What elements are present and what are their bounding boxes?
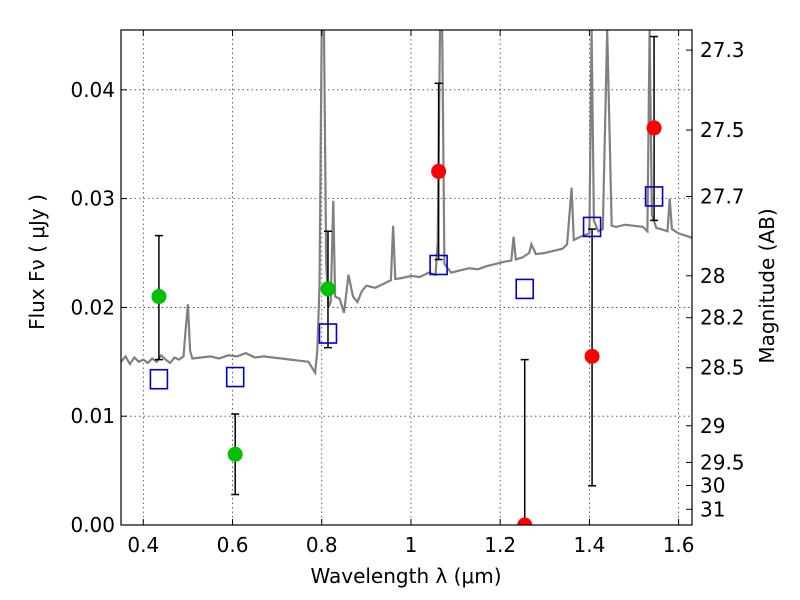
- x-tick-label-2: 0.8: [306, 533, 338, 557]
- obs-1.25: [517, 517, 533, 525]
- obs-1.06: [431, 163, 447, 179]
- y-tick-label-3: 0.03: [70, 187, 115, 211]
- model-0.81: [318, 323, 338, 344]
- y-tick-label-2: 0.02: [70, 295, 115, 319]
- mag-tick-label-8: 30: [700, 474, 725, 498]
- x-tick-label-1: 0.6: [217, 533, 249, 557]
- obs-1.40: [584, 348, 600, 364]
- x-tick-label-5: 1.4: [573, 533, 605, 557]
- y-tick-label-1: 0.01: [70, 404, 115, 428]
- observed-photometry-points: [151, 120, 662, 525]
- x-axis-label: Wavelength λ (μm): [310, 564, 501, 588]
- model-photometry-boxes: [149, 186, 664, 390]
- y-axis-label: Flux Fν ( μJy ): [25, 194, 49, 330]
- spectrum-line: [121, 30, 692, 377]
- obs-0.60: [227, 446, 243, 462]
- obs-0.43: [151, 289, 167, 305]
- model-1.25: [515, 278, 535, 300]
- mag-tick-label-0: 27.3: [700, 38, 745, 62]
- mag-tick-label-5: 28.5: [700, 356, 745, 380]
- y-tick-label-4: 0.04: [70, 78, 115, 102]
- plot-frame: [120, 29, 693, 526]
- model-0.43: [149, 368, 169, 390]
- mag-tick-label-4: 28.2: [700, 306, 745, 330]
- y-axis-ticks: 0.00 0.01 0.02 0.03 0.04: [70, 78, 127, 537]
- model-1.54: [644, 186, 664, 207]
- error-bar-obs-1.25: [520, 358, 529, 525]
- x-tick-label-0: 0.4: [127, 533, 159, 557]
- model-1.06: [429, 254, 448, 276]
- x-axis-ticks: 0.4 0.6 0.8 1 1.2 1.4 1.6: [127, 30, 695, 557]
- y-tick-label-0: 0.00: [70, 513, 115, 537]
- mag-tick-label-1: 27.5: [700, 118, 745, 142]
- obs-0.81: [320, 281, 336, 297]
- mag-tick-label-2: 27.7: [700, 184, 745, 208]
- mag-tick-label-3: 28: [700, 264, 725, 288]
- grid: [121, 30, 692, 526]
- model-0.60: [225, 366, 245, 388]
- x-tick-label-3: 1: [405, 533, 418, 557]
- obs-1.54: [646, 120, 662, 136]
- x-tick-label-6: 1.6: [663, 533, 695, 557]
- mag-tick-label-9: 31: [700, 497, 725, 521]
- mag-tick-label-7: 29.5: [700, 450, 745, 474]
- mag-tick-label-6: 29: [700, 414, 725, 438]
- x-tick-label-4: 1.2: [484, 533, 516, 557]
- magnitude-axis-label: Magnitude (AB): [755, 208, 779, 363]
- model-spectrum: [121, 30, 692, 377]
- model-1.40: [582, 216, 602, 238]
